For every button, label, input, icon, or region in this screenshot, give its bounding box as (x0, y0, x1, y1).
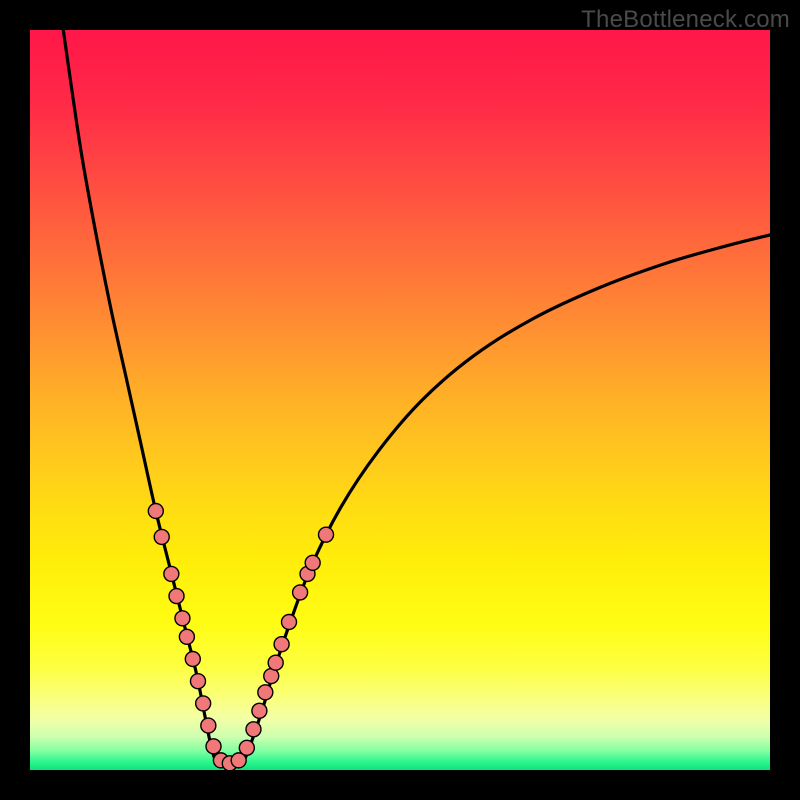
data-marker (274, 637, 289, 652)
data-marker (148, 504, 163, 519)
data-marker (196, 696, 211, 711)
data-marker (190, 674, 205, 689)
data-marker (179, 629, 194, 644)
data-marker (252, 703, 267, 718)
data-marker (169, 589, 184, 604)
data-marker (206, 739, 221, 754)
data-marker (258, 685, 273, 700)
chart-container: TheBottleneck.com (0, 0, 800, 800)
data-marker (154, 529, 169, 544)
data-marker (293, 585, 308, 600)
data-marker (319, 527, 334, 542)
data-marker (268, 655, 283, 670)
data-marker (246, 722, 261, 737)
data-marker (201, 718, 216, 733)
data-marker (305, 555, 320, 570)
data-marker (239, 740, 254, 755)
data-marker (282, 615, 297, 630)
bottleneck-chart (0, 0, 800, 800)
chart-background (30, 30, 770, 770)
watermark-text: TheBottleneck.com (581, 6, 790, 34)
data-marker (185, 652, 200, 667)
data-marker (164, 566, 179, 581)
data-marker (175, 611, 190, 626)
